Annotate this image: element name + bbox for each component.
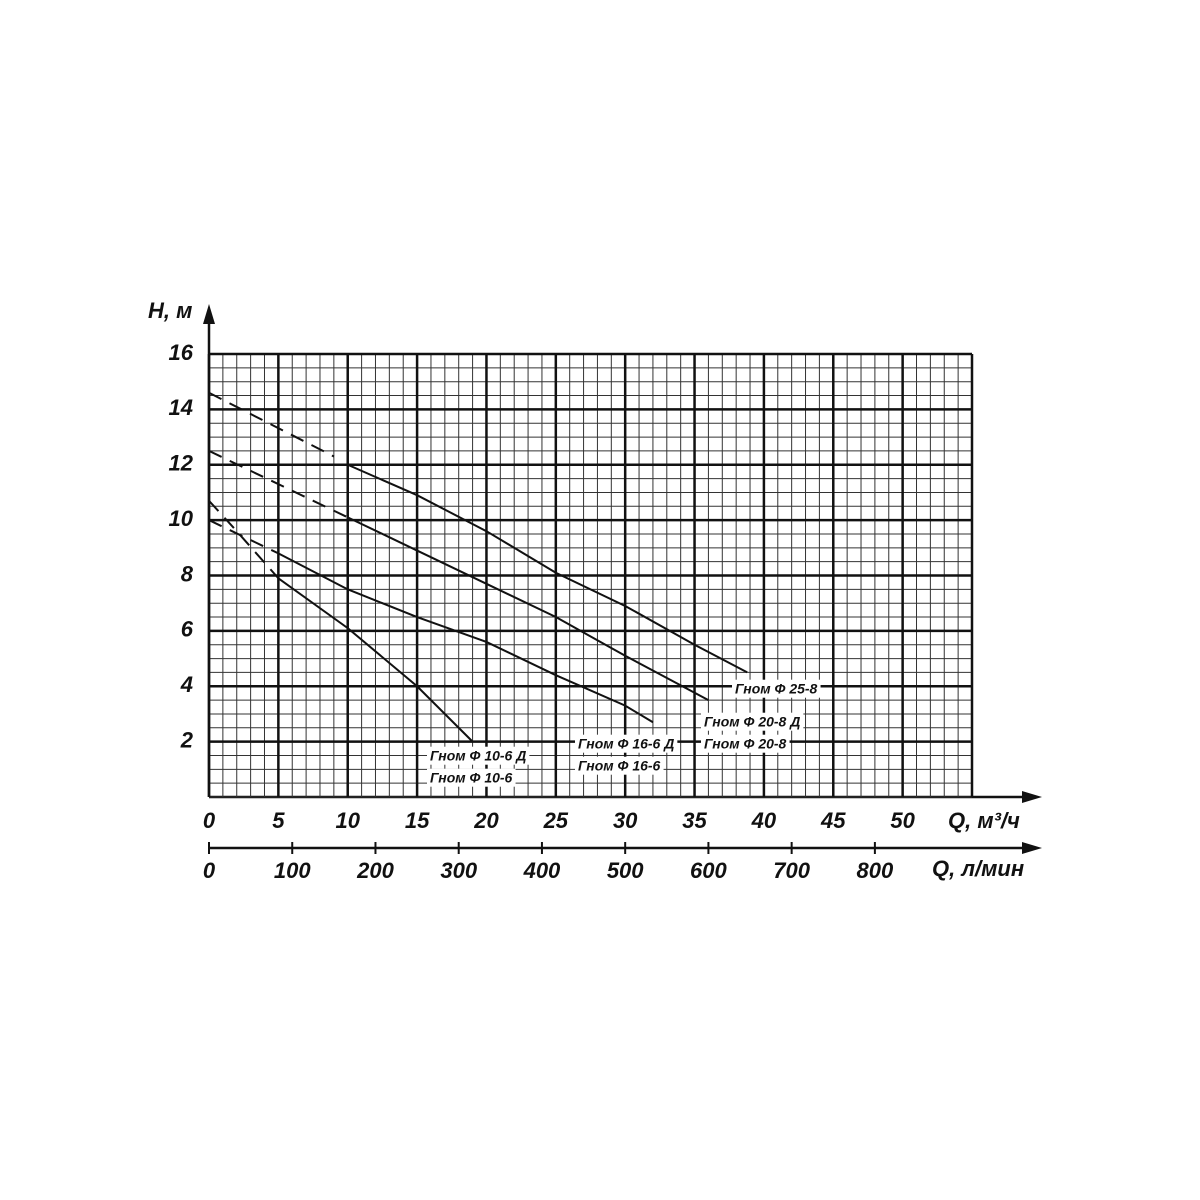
curve-label: Гном Ф 20-8 Д [704,714,800,730]
label-box [575,756,664,775]
y-axis-title: H, м [148,298,192,323]
x-tick-label: 40 [751,808,777,833]
x2-tick-label: 100 [274,858,311,883]
x-arrow [1022,791,1042,803]
x-tick-label: 10 [335,808,360,833]
x2-tick-label: 600 [690,858,727,883]
label-box [575,734,678,753]
y-tick-label: 2 [180,727,194,752]
x2-axis-title: Q, л/мин [932,856,1024,881]
x-tick-label: 25 [543,808,569,833]
x-tick-label: 30 [613,808,638,833]
curve-label: Гном Ф 16-6 Д [578,736,674,752]
y-tick-label: 6 [181,617,194,642]
x2-tick-label: 800 [857,858,894,883]
x2-tick-label: 700 [773,858,810,883]
label-box [427,768,516,787]
x-tick-label: 50 [890,808,915,833]
curve [277,577,474,743]
curve [347,463,748,674]
curve-label: Гном Ф 20-8 [704,736,787,752]
curve [347,516,709,701]
x-tick-label: 45 [820,808,846,833]
x2-tick-label: 300 [440,858,477,883]
curve [208,519,279,555]
y-tick-label: 8 [181,561,194,586]
x2-tick-label: 400 [523,858,561,883]
label-box [701,712,804,731]
y-tick-label: 4 [180,672,193,697]
curve-label: Гном Ф 10-6 [430,770,513,786]
x-tick-label: 5 [272,808,285,833]
x-tick-label: 35 [682,808,707,833]
x-axis-title: Q, м³/ч [948,808,1020,833]
curve [277,552,654,724]
curve [208,500,280,579]
y-tick-label: 12 [169,451,194,476]
curve-label: Гном Ф 16-6 [578,758,661,774]
x2-tick-label: 200 [356,858,394,883]
x2-tick-label: 0 [203,858,216,883]
label-box [427,746,530,765]
x2-tick-label: 500 [607,858,644,883]
curve-label: Гном Ф 25-8 [735,681,818,697]
y-tick-label: 16 [169,340,194,365]
x-tick-label: 0 [203,808,216,833]
curve [208,391,335,458]
label-box [701,734,790,753]
curve-label: Гном Ф 10-6 Д [430,748,526,764]
y-arrow [203,304,215,324]
y-tick-label: 14 [169,395,193,420]
label-box [732,679,821,698]
y-tick-label: 10 [169,506,194,531]
x-tick-label: 15 [405,808,430,833]
curve [208,450,349,519]
x-tick-label: 20 [473,808,499,833]
x2-arrow [1022,842,1042,854]
